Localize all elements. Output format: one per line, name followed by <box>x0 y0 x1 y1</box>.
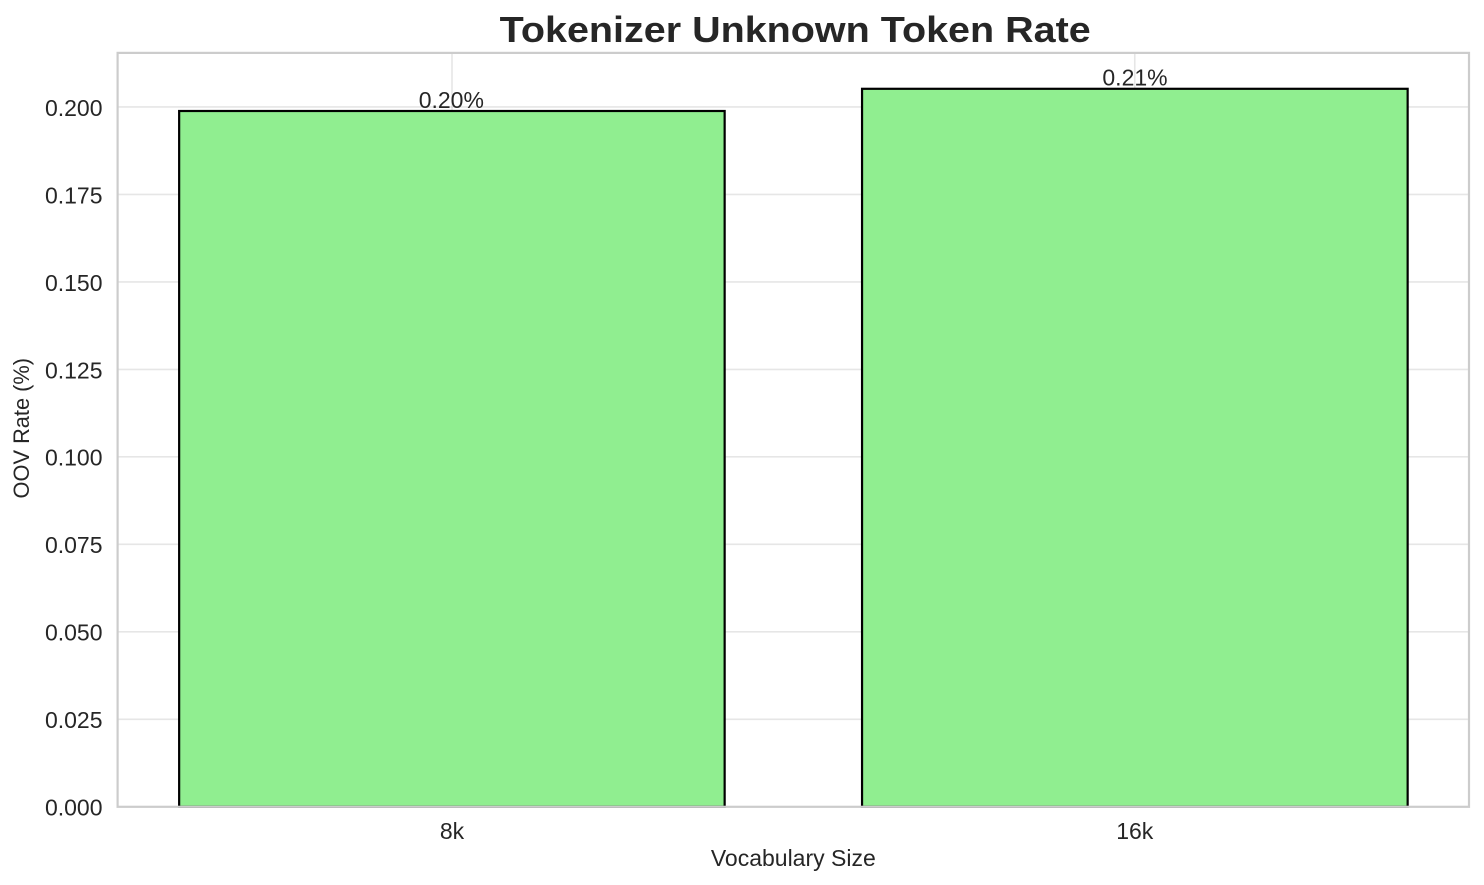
svg-text:0.175: 0.175 <box>45 182 103 208</box>
svg-text:0.050: 0.050 <box>45 620 103 646</box>
svg-text:8k: 8k <box>440 818 465 844</box>
svg-text:Tokenizer Unknown Token Rate: Tokenizer Unknown Token Rate <box>500 9 1091 50</box>
svg-text:Vocabulary Size: Vocabulary Size <box>711 845 876 871</box>
svg-text:0.100: 0.100 <box>45 445 103 471</box>
svg-text:16k: 16k <box>1116 818 1154 844</box>
svg-text:0.000: 0.000 <box>45 795 103 821</box>
svg-text:OOV Rate (%): OOV Rate (%) <box>9 358 34 499</box>
svg-text:0.075: 0.075 <box>45 532 103 558</box>
svg-text:0.125: 0.125 <box>45 357 103 383</box>
svg-text:0.150: 0.150 <box>45 270 103 296</box>
svg-text:0.200: 0.200 <box>45 95 103 121</box>
svg-text:0.025: 0.025 <box>45 707 103 733</box>
svg-text:0.20%: 0.20% <box>419 87 484 113</box>
svg-text:0.21%: 0.21% <box>1102 64 1167 90</box>
